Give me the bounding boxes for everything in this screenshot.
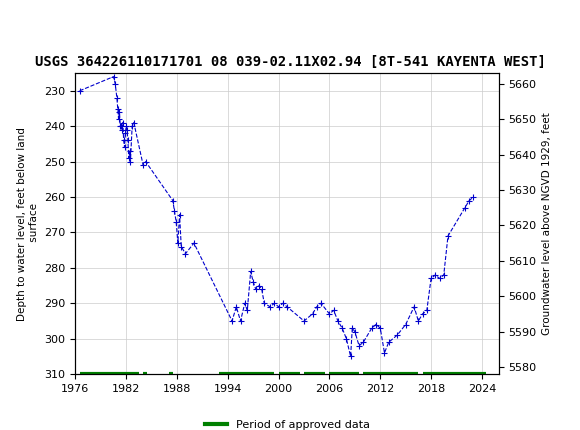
- Y-axis label: Depth to water level, feet below land
 surface: Depth to water level, feet below land su…: [17, 127, 39, 320]
- Text: ≡USGS: ≡USGS: [6, 16, 64, 35]
- Text: USGS 364226110171701 08 039-02.11X02.94 [8T-541 KAYENTA WEST]: USGS 364226110171701 08 039-02.11X02.94 …: [35, 55, 545, 69]
- Y-axis label: Groundwater level above NGVD 1929, feet: Groundwater level above NGVD 1929, feet: [542, 112, 552, 335]
- Legend: Period of approved data: Period of approved data: [200, 416, 374, 430]
